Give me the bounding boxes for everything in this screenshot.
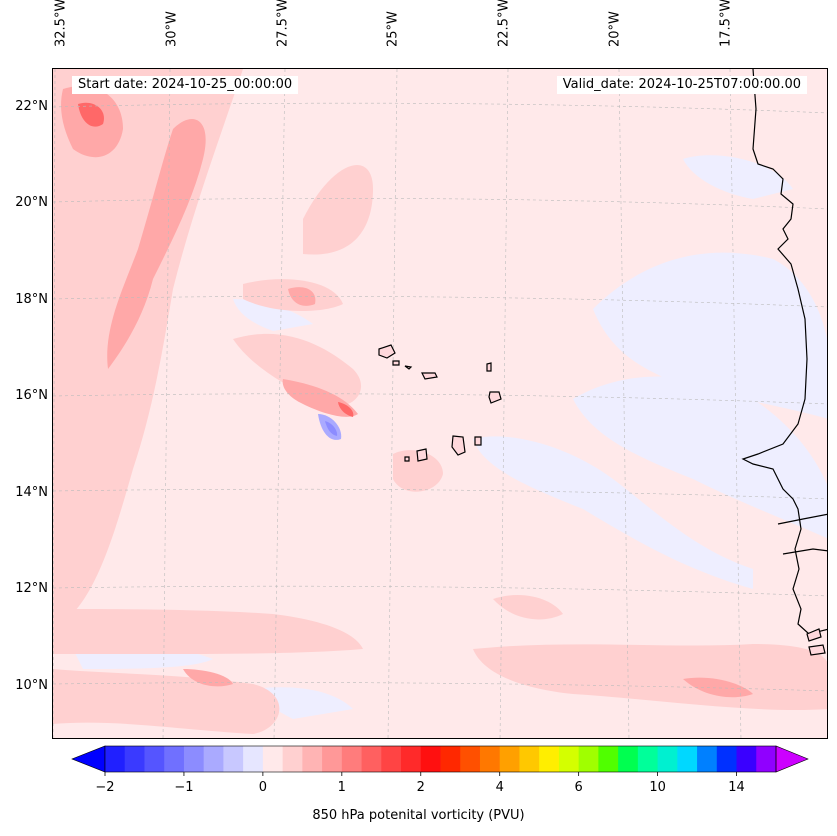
start-date-label: Start date: 2024-10-25_00:00:00 bbox=[72, 76, 299, 94]
colorbar-segment bbox=[736, 746, 757, 772]
colorbar-under-extension bbox=[71, 745, 106, 773]
colorbar-label: 850 hPa potenital vorticity (PVU) bbox=[312, 808, 525, 823]
colorbar-segment bbox=[558, 746, 580, 772]
colorbar-segment bbox=[677, 746, 698, 772]
colorbar-segment bbox=[440, 746, 461, 772]
colorbar: −2 −1 0 1 2 4 6 10 14 bbox=[71, 745, 809, 795]
lon-tick-text: 20°W bbox=[607, 11, 623, 47]
colorbar-segment bbox=[302, 746, 323, 772]
moderate-positive-pv-areas bbox=[61, 85, 753, 698]
lat-tick-label: 22°N bbox=[15, 98, 48, 114]
colorbar-segment bbox=[203, 746, 224, 772]
colorbar-segment bbox=[420, 746, 441, 772]
lat-tick-label: 20°N bbox=[15, 195, 48, 211]
colorbar-segment bbox=[479, 746, 501, 772]
lon-tick-text: 27.5°W bbox=[275, 0, 291, 47]
lat-tick-label: 14°N bbox=[15, 484, 48, 500]
islands bbox=[378, 344, 826, 656]
colorbar-segment bbox=[499, 746, 520, 772]
colorbar-tick-label: 0 bbox=[259, 780, 267, 795]
colorbar-segment bbox=[341, 746, 363, 772]
colorbar-segment bbox=[183, 746, 205, 772]
colorbar-tick-label: −1 bbox=[174, 780, 193, 795]
pv-field-map bbox=[53, 69, 827, 738]
colorbar-segment bbox=[243, 746, 264, 772]
colorbar-segment bbox=[657, 746, 678, 772]
valid-date-label: Valid_date: 2024-10-25T07:00:00.00 bbox=[556, 76, 807, 94]
colorbar-tick-label: 1 bbox=[338, 780, 346, 795]
lon-tick-text: 30°W bbox=[164, 11, 180, 47]
lat-tick-label: 10°N bbox=[15, 677, 48, 693]
lon-tick-label: 27.5°W bbox=[273, 0, 293, 62]
colorbar-segment bbox=[401, 746, 422, 772]
colorbar-segment bbox=[282, 746, 303, 772]
lon-tick-text: 32.5°W bbox=[53, 0, 69, 47]
colorbar-segment bbox=[381, 746, 402, 772]
colorbar-over-extension bbox=[775, 745, 809, 773]
map-gridlines bbox=[53, 69, 827, 738]
colorbar-segment bbox=[716, 746, 738, 772]
colorbar-tick-label: 6 bbox=[575, 780, 583, 795]
colorbar-segment bbox=[756, 746, 777, 772]
colorbar-segment bbox=[223, 746, 244, 772]
colorbar-segment bbox=[460, 746, 481, 772]
lon-tick-label: 32.5°W bbox=[51, 0, 71, 62]
colorbar-segment bbox=[164, 746, 185, 772]
colorbar-segment bbox=[578, 746, 599, 772]
lon-tick-text: 25°W bbox=[385, 11, 401, 47]
colorbar-border bbox=[104, 745, 777, 773]
lon-tick-label: 30°W bbox=[162, 0, 182, 62]
colorbar-segment bbox=[637, 746, 659, 772]
colorbar-tick-label: 10 bbox=[649, 780, 666, 795]
colorbar-segment bbox=[519, 746, 540, 772]
lon-tick-text: 22.5°W bbox=[496, 0, 512, 47]
colorbar-segment bbox=[598, 746, 619, 772]
high-positive-pv-cores bbox=[78, 102, 354, 417]
colorbar-segment bbox=[322, 746, 343, 772]
map-panel bbox=[52, 68, 828, 739]
lat-tick-label: 16°N bbox=[15, 388, 48, 404]
colorbar-segment bbox=[618, 746, 639, 772]
colorbar-tick-label: 2 bbox=[417, 780, 425, 795]
colorbar-segment bbox=[262, 746, 284, 772]
colorbar-segment bbox=[105, 746, 126, 772]
lon-tick-label: 17.5°W bbox=[716, 0, 736, 62]
negative-pv-core bbox=[318, 414, 342, 440]
colorbar-tick-label: −2 bbox=[95, 780, 114, 795]
lat-tick-label: 12°N bbox=[15, 581, 48, 597]
lat-tick-label: 18°N bbox=[15, 291, 48, 307]
colorbar-tick-label: 14 bbox=[728, 780, 745, 795]
colorbar-segment bbox=[539, 746, 560, 772]
colorbar-segment bbox=[144, 746, 165, 772]
lon-tick-text: 17.5°W bbox=[718, 0, 734, 47]
colorbar-segment bbox=[697, 746, 718, 772]
lon-tick-label: 22.5°W bbox=[494, 0, 514, 62]
colorbar-segment bbox=[124, 746, 145, 772]
colorbar-tick-label: 4 bbox=[496, 780, 504, 795]
low-positive-pv-areas bbox=[53, 69, 827, 734]
lon-tick-label: 20°W bbox=[605, 0, 625, 62]
colorbar-segment bbox=[361, 746, 382, 772]
coastline bbox=[741, 69, 827, 635]
lon-tick-label: 25°W bbox=[383, 0, 403, 62]
